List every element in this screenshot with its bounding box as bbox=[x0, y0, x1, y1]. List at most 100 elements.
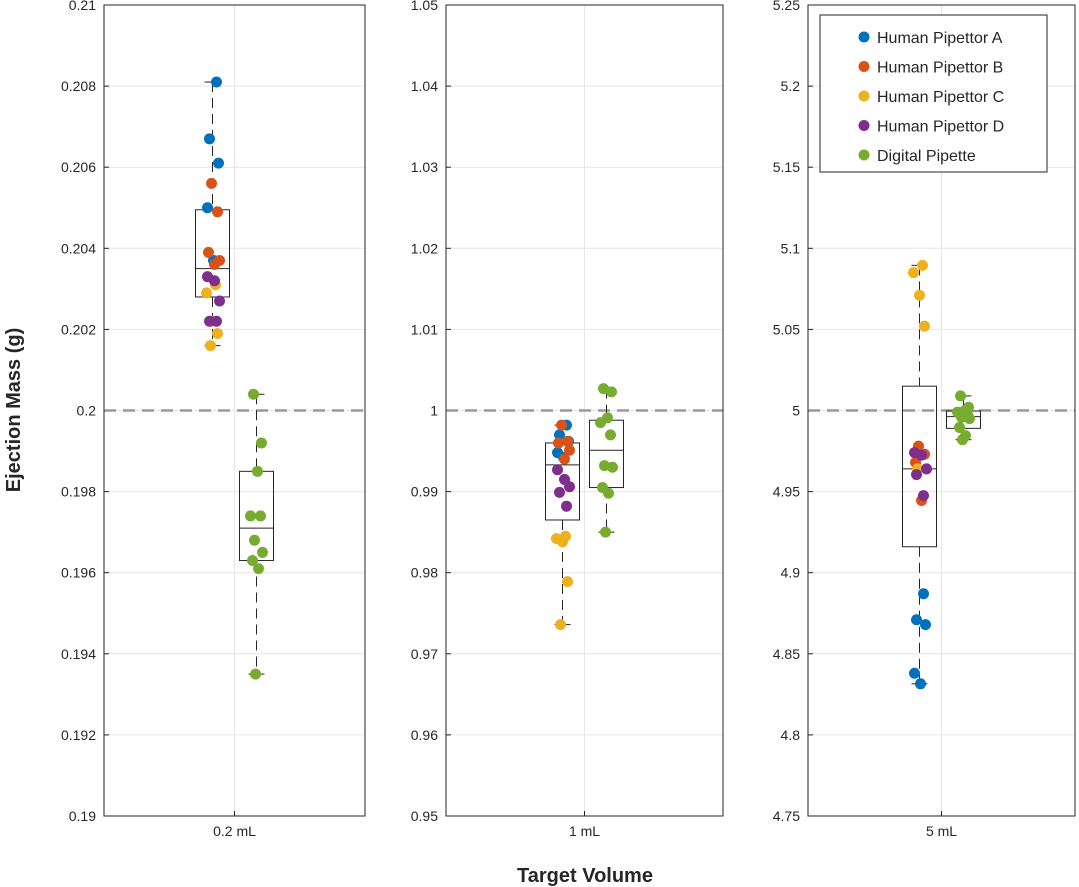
data-point-human-pipettor-d bbox=[911, 469, 922, 481]
y-tick-label: 1.04 bbox=[411, 78, 438, 94]
data-point-human-pipettor-d bbox=[552, 464, 563, 476]
data-point-human-pipettor-a bbox=[915, 678, 926, 690]
data-point-digital-pipette bbox=[607, 461, 618, 473]
y-tick-label: 0.19 bbox=[69, 808, 96, 824]
y-tick-label: 5.05 bbox=[773, 321, 800, 337]
data-point-digital-pipette bbox=[600, 526, 611, 538]
data-point-human-pipettor-c bbox=[908, 267, 919, 279]
x-tick-label: 5 mL bbox=[926, 823, 957, 839]
data-point-digital-pipette bbox=[250, 668, 261, 680]
y-tick-label: 0.21 bbox=[69, 0, 96, 13]
data-point-human-pipettor-c bbox=[917, 259, 928, 271]
data-point-human-pipettor-d bbox=[561, 500, 572, 512]
data-point-digital-pipette bbox=[257, 546, 268, 558]
y-tick-label: 0.99 bbox=[411, 484, 438, 500]
x-tick-label: 0.2 mL bbox=[213, 823, 256, 839]
data-point-digital-pipette bbox=[964, 413, 975, 425]
legend-label: Human Pipettor C bbox=[877, 89, 1004, 106]
legend-label: Human Pipettor A bbox=[877, 30, 1003, 47]
data-point-digital-pipette bbox=[605, 429, 616, 441]
data-point-digital-pipette bbox=[255, 510, 266, 522]
y-tick-label: 4.95 bbox=[773, 484, 800, 500]
y-tick-label: 5.15 bbox=[773, 159, 800, 175]
legend-label: Human Pipettor D bbox=[877, 119, 1004, 136]
y-tick-label: 1.03 bbox=[411, 159, 438, 175]
data-point-digital-pipette bbox=[606, 386, 617, 398]
data-point-human-pipettor-d bbox=[916, 449, 927, 461]
data-point-human-pipettor-a bbox=[211, 76, 222, 88]
data-point-human-pipettor-d bbox=[214, 295, 225, 307]
data-point-human-pipettor-c bbox=[205, 340, 216, 352]
y-tick-label: 0.208 bbox=[61, 78, 96, 94]
data-point-human-pipettor-c bbox=[557, 536, 568, 548]
panel-2: 0.95 0.96 0.97 0.98 0.99 1 1.01 1.02 1.03 1.04 1.0… bbox=[411, 0, 724, 839]
y-tick-label: 4.85 bbox=[773, 646, 800, 662]
y-tick-label: 0.198 bbox=[61, 484, 96, 500]
data-point-human-pipettor-b bbox=[212, 206, 223, 218]
data-point-human-pipettor-a bbox=[202, 202, 213, 214]
y-tick-label: 1.05 bbox=[411, 0, 438, 13]
data-point-human-pipettor-c bbox=[212, 327, 223, 339]
data-point-digital-pipette bbox=[256, 437, 267, 449]
data-point-human-pipettor-c bbox=[914, 289, 925, 301]
data-point-human-pipettor-d bbox=[918, 490, 929, 502]
data-point-digital-pipette bbox=[252, 465, 263, 477]
data-point-human-pipettor-d bbox=[209, 275, 220, 287]
y-tick-label: 1.02 bbox=[411, 240, 438, 256]
y-tick-label: 0.97 bbox=[411, 646, 438, 662]
y-tick-label: 5.2 bbox=[781, 78, 801, 94]
data-point-digital-pipette bbox=[957, 434, 968, 446]
data-point-human-pipettor-a bbox=[909, 667, 920, 679]
data-point-human-pipettor-c bbox=[555, 619, 566, 631]
data-point-human-pipettor-c bbox=[562, 576, 573, 588]
iqr-box bbox=[902, 385, 937, 548]
y-tick-label: 0.206 bbox=[61, 159, 96, 175]
legend-marker bbox=[858, 149, 870, 161]
legend-label: Human Pipettor B bbox=[877, 60, 1003, 77]
data-point-human-pipettor-b bbox=[562, 435, 573, 447]
data-point-human-pipettor-b bbox=[553, 437, 564, 449]
data-point-human-pipettor-a bbox=[213, 157, 224, 169]
data-point-human-pipettor-a bbox=[911, 614, 922, 626]
data-point-human-pipettor-c bbox=[201, 287, 212, 299]
data-point-human-pipettor-d bbox=[921, 463, 932, 475]
x-tick-label: 1 mL bbox=[569, 823, 600, 839]
data-point-digital-pipette bbox=[955, 390, 966, 402]
plot-frame bbox=[807, 4, 1076, 817]
legend-marker bbox=[858, 61, 870, 72]
x-axis-title: Target Volume bbox=[517, 865, 653, 887]
data-point-human-pipettor-b bbox=[559, 453, 570, 465]
y-tick-label: 0.2 bbox=[77, 403, 97, 419]
plot-frame bbox=[103, 4, 366, 817]
data-point-human-pipettor-a bbox=[920, 619, 931, 631]
data-point-human-pipettor-a bbox=[554, 429, 565, 441]
y-tick-label: 0.192 bbox=[61, 727, 96, 743]
y-tick-label: 4.75 bbox=[773, 808, 800, 824]
data-point-digital-pipette bbox=[248, 388, 259, 400]
y-tick-label: 5 bbox=[792, 403, 800, 419]
legend-marker bbox=[858, 120, 870, 131]
data-point-human-pipettor-b bbox=[556, 419, 567, 431]
legend-marker bbox=[858, 90, 870, 102]
data-point-human-pipettor-b bbox=[203, 246, 214, 258]
y-tick-label: 0.204 bbox=[61, 240, 96, 256]
data-point-digital-pipette bbox=[249, 534, 260, 546]
data-point-human-pipettor-a bbox=[204, 133, 215, 145]
y-tick-label: 0.95 bbox=[411, 808, 438, 824]
data-point-human-pipettor-d bbox=[554, 486, 565, 498]
data-point-human-pipettor-d bbox=[564, 481, 575, 493]
y-tick-label: 5.25 bbox=[773, 0, 800, 13]
data-point-human-pipettor-a bbox=[918, 588, 929, 600]
y-tick-label: 4.8 bbox=[781, 727, 801, 743]
y-tick-label: 1.01 bbox=[411, 321, 438, 337]
legend-marker bbox=[858, 31, 870, 43]
legend-label: Digital Pipette bbox=[877, 148, 976, 165]
data-point-digital-pipette bbox=[954, 422, 965, 434]
data-point-digital-pipette bbox=[247, 555, 258, 567]
y-axis-title: Ejection Mass (g) bbox=[3, 328, 25, 492]
y-tick-label: 5.1 bbox=[781, 240, 801, 256]
y-tick-label: 4.9 bbox=[781, 565, 801, 581]
data-point-human-pipettor-c bbox=[919, 320, 930, 332]
panel-1: 0.19 0.192 0.194 0.196 0.198 0.2 0.202 0.204 0.2… bbox=[61, 0, 366, 839]
